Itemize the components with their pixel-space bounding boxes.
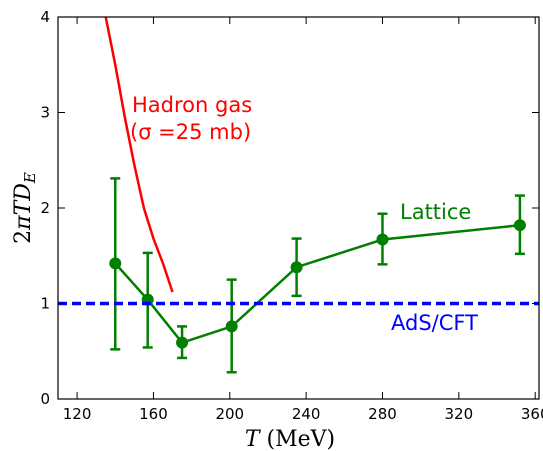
y-tick-label: 0 [40,390,50,408]
y-axis-title: 2πTDE [11,172,39,244]
lattice-point [225,320,238,333]
lattice-label: Lattice [400,200,471,224]
y-tick-label: 2 [40,199,50,217]
lattice-point [176,336,189,349]
lattice-point [376,233,389,246]
x-tick-label: 200 [215,405,244,423]
lattice-point [109,257,122,270]
series-group [58,17,539,374]
x-tick-label: 240 [292,405,321,423]
adscft-label: AdS/CFT [391,311,478,335]
hadron-gas-sigma-label: (σ =25 mb) [130,120,251,144]
x-tick-label: 320 [445,405,474,423]
lattice-point [513,219,526,232]
x-tick-label: 120 [63,405,92,423]
x-tick-label: 280 [368,405,397,423]
y-tick-label: 4 [40,8,50,26]
hadron-gas-series-line [104,17,174,293]
y-tick-label: 1 [40,295,50,313]
x-axis-title: T (MeV) [245,427,335,451]
x-tick-label: 160 [139,405,168,423]
lattice-point [290,261,303,274]
x-tick-label: 360 [521,405,543,423]
y-tick-label: 3 [40,104,50,122]
hadron-gas-label: Hadron gas [132,93,252,117]
axis-ticks: 120 160 200 240 280 320 360 0 1 2 3 4 [40,8,543,423]
